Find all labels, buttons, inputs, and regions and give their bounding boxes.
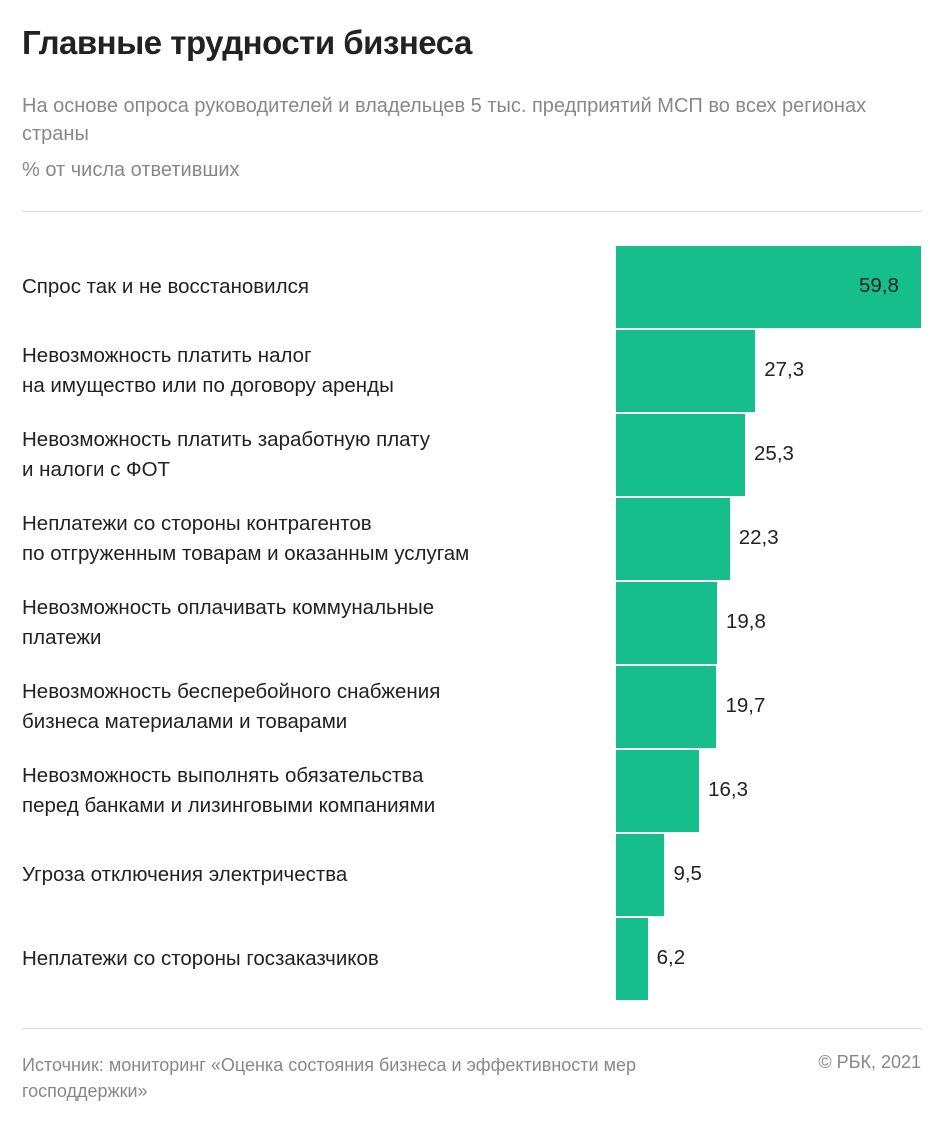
value-label: 27,3: [764, 358, 805, 381]
chart-subtitle: На основе опроса руководителей и владель…: [22, 95, 867, 145]
value-label: 22,3: [738, 526, 779, 549]
value-label: 16,3: [708, 778, 749, 801]
unit-label: % от числа ответивших: [22, 159, 240, 181]
value-label: 25,3: [754, 442, 794, 465]
bar: [616, 666, 717, 748]
value-label: 19,8: [725, 610, 766, 633]
chart-title: Главные трудности бизнеса: [22, 24, 472, 61]
category-label: Невозможность платить заработную плату и…: [22, 428, 430, 481]
bottom-divider: [22, 1028, 922, 1029]
category-label: Угроза отключения электричества: [22, 863, 348, 886]
category-label: Невозможность выполнять обязательства пе…: [22, 764, 436, 817]
value-label: 59,8: [859, 274, 899, 297]
source-note: Источник: мониторинг «Оценка состояния б…: [22, 1055, 636, 1101]
category-label: Неплатежи со стороны госзаказчиков: [22, 947, 379, 970]
value-label: 9,5: [673, 862, 702, 885]
bar: [616, 750, 700, 832]
category-label: Спрос так и не восстановился: [22, 275, 309, 298]
category-label: Невозможность бесперебойного снабжения б…: [22, 680, 441, 733]
bar: [616, 834, 665, 916]
bar: [616, 918, 648, 1000]
bar: [616, 330, 756, 412]
value-label: 6,2: [656, 946, 686, 969]
bar: [616, 414, 746, 496]
category-label: Невозможность оплачивать коммунальные пл…: [22, 596, 435, 649]
bar: [616, 246, 921, 328]
bar: [616, 498, 730, 580]
value-label: 19,7: [725, 694, 766, 717]
category-label: Неплатежи со стороны контрагентов по отг…: [22, 512, 470, 565]
bar: [616, 582, 717, 664]
copyright: © РБК, 2021: [818, 1052, 921, 1072]
top-divider: [22, 211, 922, 212]
category-label: Невозможность платить налог на имущество…: [22, 344, 394, 397]
